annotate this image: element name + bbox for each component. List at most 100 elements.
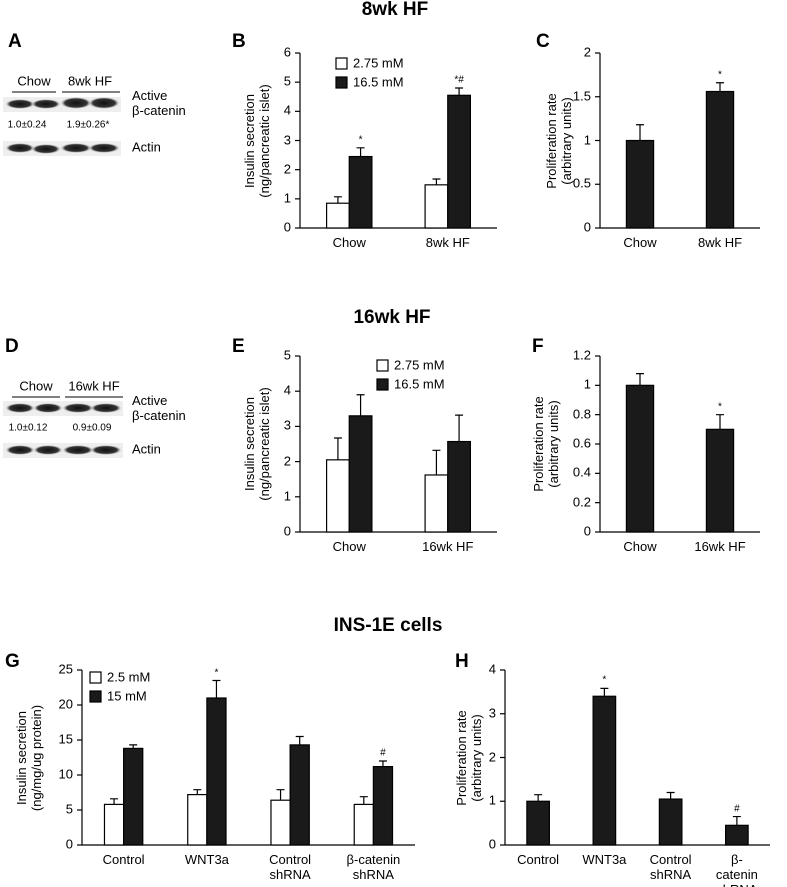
legend-swatch <box>89 690 102 703</box>
y-tick-label: 4 <box>488 661 496 677</box>
y-tick-label: 3 <box>283 132 291 148</box>
y-tick-label: 0.8 <box>572 406 591 422</box>
blot-d <box>3 396 123 458</box>
error-bar <box>455 87 464 96</box>
y-axis-label: Proliferation rate (arbitrary units) <box>454 709 484 806</box>
y-tick-label: 0 <box>283 219 291 235</box>
y-tick-label: 6 <box>283 44 291 60</box>
bar <box>705 90 735 229</box>
x-tick-label: Chow <box>623 235 657 250</box>
significance-marker: *# <box>454 74 464 86</box>
y-tick-label: 10 <box>58 766 73 782</box>
bar <box>447 440 472 533</box>
x-tick-label: 16wk HF <box>422 539 474 554</box>
bar <box>424 184 449 229</box>
error-bar <box>378 760 387 767</box>
significance-marker: * <box>358 134 363 146</box>
error-bar <box>356 394 365 416</box>
legend-label: 16.5 mM <box>353 74 404 90</box>
y-axis-label: Proliferation rate (arbitrary units) <box>531 396 561 492</box>
error-bar <box>534 794 543 802</box>
panel-letter: F <box>532 336 544 358</box>
y-tick-label: 5 <box>65 801 73 817</box>
y-tick-label: 0 <box>65 836 73 852</box>
y-tick-label: 20 <box>58 696 73 712</box>
error-bar <box>432 178 441 185</box>
significance-marker: # <box>734 802 740 814</box>
bar <box>348 155 373 229</box>
y-tick-label: 0 <box>583 219 591 235</box>
x-tick-label: Chow <box>332 539 366 554</box>
panel-letter: A <box>8 31 22 53</box>
y-tick-label: 2 <box>488 749 496 765</box>
blot-group-label: 16wk HF <box>68 378 120 394</box>
section-title: 16wk HF <box>353 307 431 329</box>
y-tick-label: 15 <box>58 731 73 747</box>
y-tick-label: 5 <box>283 73 291 89</box>
error-bar <box>193 789 202 795</box>
legend-label: 16.5 mM <box>394 376 445 392</box>
error-bar <box>432 449 441 475</box>
x-tick-label: WNT3a <box>184 852 229 867</box>
blot-band-label: Actin <box>132 441 161 457</box>
legend-label: 15 mM <box>107 688 147 704</box>
y-tick-label: 4 <box>283 382 291 398</box>
error-bar <box>129 744 138 749</box>
y-tick-label: 1 <box>283 190 291 206</box>
y-tick-label: 1.5 <box>572 88 591 104</box>
x-tick-label: 16wk HF <box>694 539 746 554</box>
y-tick-label: 1 <box>583 132 591 148</box>
y-tick-label: 5 <box>283 347 291 363</box>
y-tick-label: 0.2 <box>572 494 591 510</box>
significance-marker: # <box>380 747 386 759</box>
bar <box>372 765 394 846</box>
y-tick-label: 2 <box>283 453 291 469</box>
bar <box>325 202 350 229</box>
y-tick-label: 1.2 <box>572 347 591 363</box>
error-bar <box>276 789 285 801</box>
legend-swatch <box>376 359 389 372</box>
bar <box>103 803 125 846</box>
legend-swatch <box>89 671 102 684</box>
blot-band-label: Actin <box>132 139 161 155</box>
blot-ratio: 1.0±0.24 <box>7 119 47 131</box>
blot-ratio: 1.9±0.26* <box>66 119 110 131</box>
bar <box>625 139 655 229</box>
x-tick-label: β-catenin shRNA <box>715 852 758 887</box>
y-axis-label: Insulin secretion (ng/pancreatic islet) <box>242 387 272 501</box>
y-tick-label: 1 <box>583 376 591 392</box>
bar <box>353 803 374 846</box>
error-bar <box>636 373 644 386</box>
blot-group-label: Chow <box>19 378 53 394</box>
bar <box>424 474 449 533</box>
bar <box>187 793 208 846</box>
y-tick-label: 0.5 <box>572 175 591 191</box>
x-tick-label: Control <box>102 852 145 867</box>
legend-swatch <box>335 76 348 89</box>
bar <box>526 800 550 846</box>
x-tick-label: Control shRNA <box>269 852 312 882</box>
y-axis-label: Insulin secretion (ng/pancreatic islet) <box>242 83 272 198</box>
panel-letter: E <box>232 336 245 358</box>
y-tick-label: 1 <box>488 792 496 808</box>
legend-label: 2.75 mM <box>394 357 445 373</box>
error-bar <box>716 82 724 92</box>
error-bar <box>716 414 724 430</box>
x-tick-label: Chow <box>332 235 366 250</box>
error-bar <box>600 687 609 697</box>
x-tick-label: Control <box>517 852 560 867</box>
y-tick-label: 3 <box>488 705 496 721</box>
y-tick-label: 3 <box>283 417 291 433</box>
y-tick-label: 0 <box>488 836 496 852</box>
significance-marker: * <box>718 400 722 412</box>
y-tick-label: 2 <box>583 44 591 60</box>
legend-label: 2.75 mM <box>353 55 404 71</box>
error-bar <box>212 679 221 698</box>
blot-group-label: Chow <box>17 73 51 89</box>
y-axis-label: Insulin secretion (ng/mg/ug protein) <box>14 704 44 811</box>
bar <box>289 744 310 846</box>
error-bar <box>356 147 365 157</box>
section-title: INS-1E cells <box>333 615 443 637</box>
error-bar <box>455 414 464 442</box>
error-bar <box>295 735 304 745</box>
